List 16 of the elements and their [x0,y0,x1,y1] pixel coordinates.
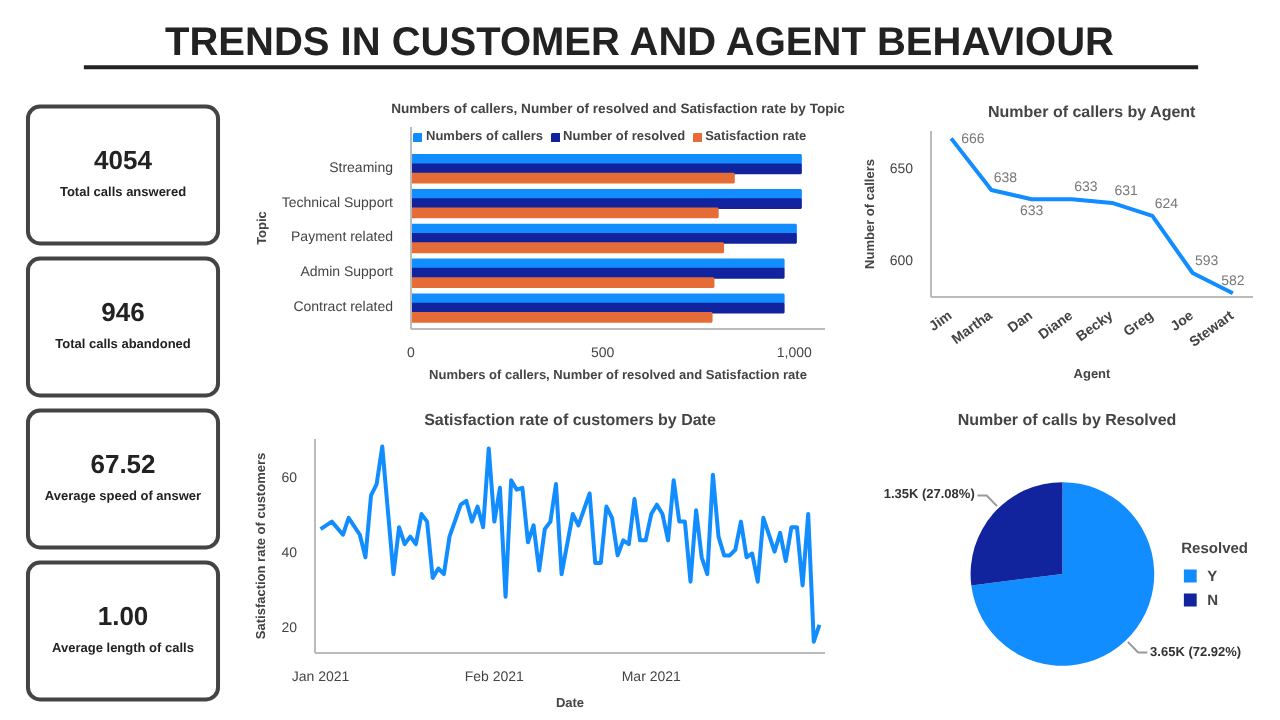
bar [411,207,719,219]
bar [411,311,713,323]
text: 946 [101,296,145,327]
chart-title: Number of callers by Agent [987,103,1197,121]
bar [411,277,715,288]
chart-title: Number of calls by Resolved [957,411,1177,429]
text: TRENDS IN CUSTOMER AND AGENT BEHAVIOUR [165,21,1116,65]
text: 4054 [94,144,154,175]
bar [411,293,785,305]
bar [411,242,725,254]
text: 1.00 [97,600,149,631]
bar [411,172,735,184]
chart-title: Satisfaction rate of customers by Date [424,411,717,429]
bar [411,163,802,175]
line-series [318,444,822,644]
text: 67.52 [90,448,156,479]
